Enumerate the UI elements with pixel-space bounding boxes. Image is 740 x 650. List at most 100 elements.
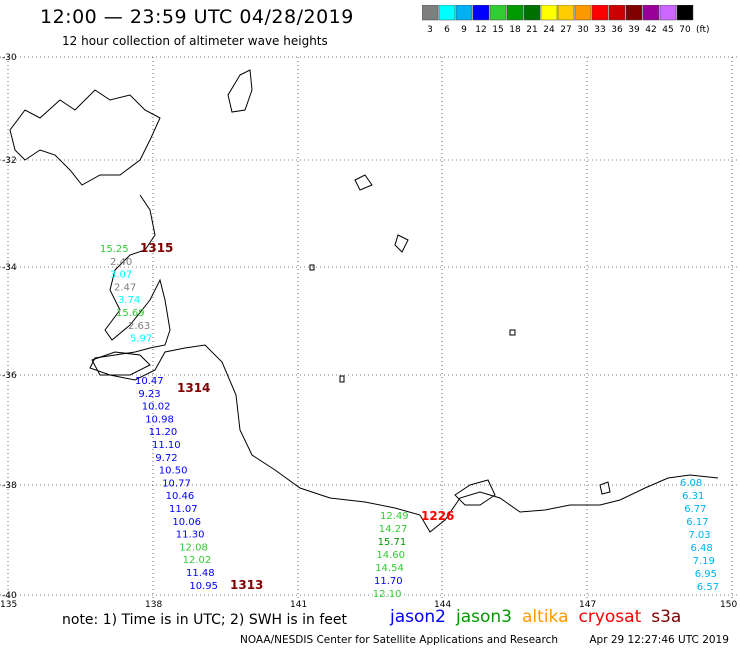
swh-value: 3.07 (110, 270, 132, 281)
eyre-peninsula-coast (9, 89, 161, 186)
legend-swatch (438, 5, 456, 21)
legend-label: 33 (594, 25, 605, 35)
lat-lon-grid (0, 56, 740, 600)
legend-label: 27 (560, 25, 571, 35)
satellite-cryosat: cryosat (578, 607, 642, 627)
lon-label: 144 (434, 600, 452, 610)
swh-value: 9.23 (138, 389, 160, 400)
swh-value: 11.10 (152, 440, 181, 451)
lat-label: -38 (2, 481, 17, 491)
legend-swatch (506, 5, 524, 21)
swh-value: 7.19 (693, 556, 715, 567)
swh-value: 15.25 (100, 244, 129, 255)
swh-value: 6.17 (686, 517, 708, 528)
legend-unit: (ft) (696, 25, 710, 35)
legend-label: 42 (645, 25, 656, 35)
legend-swatch (523, 5, 541, 21)
generation-timestamp: Apr 29 12:27:46 UTC 2019 (589, 634, 729, 646)
lat-label: -40 (2, 591, 17, 601)
satellite-s3a: s3a (651, 607, 682, 627)
small-island-5 (309, 264, 315, 271)
swh-value: 10.06 (172, 517, 201, 528)
altimeter-tracks: 15.25 2.40 3.072.47 3.74 15.69 2.63 5.97 1315 10… (100, 241, 719, 600)
legend-swatch (557, 5, 575, 21)
small-island-6 (339, 375, 345, 383)
coastline (9, 69, 719, 533)
legend-swatch (472, 5, 490, 21)
swh-value: 2.63 (128, 321, 150, 332)
swh-value: 10.02 (142, 402, 171, 413)
spencer-gulf-coast (89, 194, 719, 533)
swh-value: 6.48 (691, 543, 713, 554)
satellite-jason2: jason2 (390, 607, 446, 627)
swh-value: 15.71 (378, 537, 407, 548)
lat-label: -30 (2, 53, 17, 63)
swh-value: 12.49 (380, 511, 409, 522)
swh-value: 2.47 (114, 282, 136, 293)
satellite-altika: altika (522, 607, 569, 627)
legend-swatch (489, 5, 507, 21)
swh-value: 6.31 (682, 491, 704, 502)
legend-swatch (591, 5, 609, 21)
legend-label: 30 (577, 25, 589, 35)
legend-label: 70 (679, 25, 691, 35)
swh-value: 10.77 (162, 478, 191, 489)
legend-label: 36 (611, 25, 623, 35)
lon-label: 147 (579, 600, 597, 610)
legend-label: 9 (461, 25, 467, 35)
small-island-4 (599, 481, 611, 495)
swh-value: 6.57 (697, 582, 719, 593)
map-title: 12:00 — 23:59 UTC 04/28/2019 (40, 6, 354, 28)
lat-label: -32 (2, 156, 17, 166)
swh-value: 11.07 (169, 504, 198, 515)
swh-value: 10.47 (135, 376, 164, 387)
legend-swatch (608, 5, 626, 21)
swh-value: 14.27 (379, 524, 408, 535)
legend-swatch (574, 5, 592, 21)
swh-value: 2.40 (110, 257, 132, 268)
longitude-labels: 135 138 141 144 147 150 (0, 600, 740, 614)
small-island-3 (394, 234, 409, 253)
legend-label: 24 (543, 25, 555, 35)
swh-value: 11.70 (374, 576, 403, 587)
legend-swatch (642, 5, 660, 21)
pass-time-label: 1313 (230, 578, 263, 592)
lon-label: 135 (0, 600, 18, 610)
legend-label: 12 (475, 25, 486, 35)
pass-time-label: 1314 (177, 381, 210, 395)
swh-value: 10.98 (145, 414, 174, 425)
legend-label: 15 (492, 25, 503, 35)
lon-label: 150 (720, 600, 738, 610)
swh-value: 14.60 (376, 550, 405, 561)
swh-value: 11.48 (186, 568, 215, 579)
swh-value: 3.74 (118, 295, 140, 306)
swh-value: 11.30 (176, 530, 205, 541)
legend-label: 39 (628, 25, 640, 35)
legend-label: 18 (509, 25, 521, 35)
legend-label: 21 (526, 25, 537, 35)
swh-value: 6.95 (695, 569, 717, 580)
legend-label: 6 (444, 25, 450, 35)
lat-label: -36 (2, 371, 17, 381)
swh-value: 7.03 (688, 530, 710, 541)
swh-value: 6.08 (680, 478, 702, 489)
legend-swatch (659, 5, 677, 21)
lat-label: -34 (2, 263, 17, 273)
credit-text: NOAA/NESDIS Center for Satellite Applica… (240, 634, 558, 646)
swh-value: 15.69 (116, 308, 145, 319)
satellite-legend: jason2 jason3 altika cryosat s3a (390, 607, 691, 627)
kangaroo-island (91, 351, 151, 376)
small-island-2 (354, 174, 373, 191)
latitude-labels: -30 -32 -34 -36 -38 -40 (2, 53, 17, 601)
legend-swatch (676, 5, 694, 21)
swh-value: 12.02 (183, 555, 212, 566)
small-island-7 (509, 329, 516, 336)
swh-value: 12.08 (179, 542, 208, 553)
swh-value: 10.50 (159, 466, 188, 477)
legend-swatch (625, 5, 643, 21)
color-legend: 3 6 9 12 15 18 21 24 27 30 33 36 39 42 45 70 (ft) (422, 5, 710, 35)
swh-value: 9.72 (155, 453, 177, 464)
swh-value: 12.10 (373, 589, 402, 600)
legend-swatch (422, 5, 439, 21)
small-island-1 (227, 69, 253, 113)
